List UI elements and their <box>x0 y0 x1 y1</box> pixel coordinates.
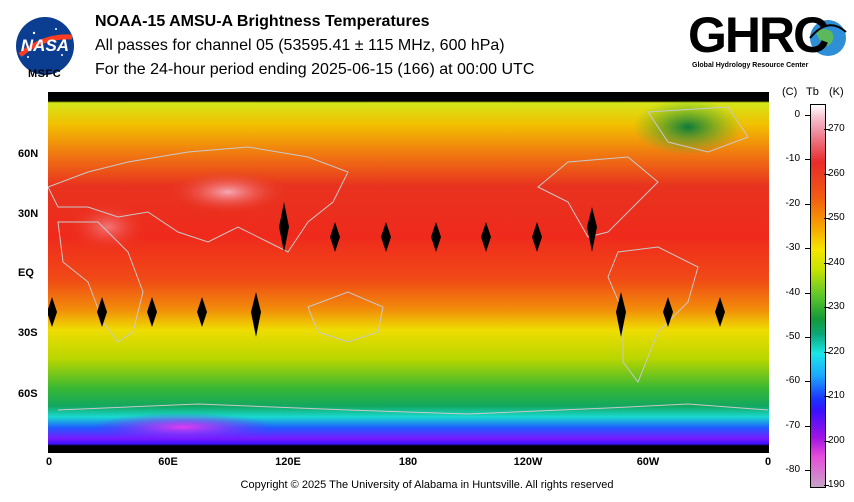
colorbar-kelvin-tick-label: 240 <box>828 256 845 268</box>
colorbar-kelvin-tick-mark <box>824 129 829 130</box>
colorbar-kelvin-tick-mark <box>824 307 829 308</box>
colorbar-kelvin-tick-mark <box>824 440 829 442</box>
lat-label-60s: 60S <box>18 388 38 400</box>
colorbar-celsius-tick-label: -30 <box>785 242 800 254</box>
lon-label-120w: 120W <box>513 456 543 468</box>
colorbar-celsius-tick-mark <box>805 336 810 338</box>
colorbar-celsius-tick-mark <box>805 159 810 161</box>
copyright-footer: Copyright © 2025 The University of Alaba… <box>240 479 614 491</box>
swath-gaps <box>48 202 725 337</box>
brightness-temperature-map <box>48 92 769 453</box>
ghrc-wordmark: GHRC <box>688 7 829 63</box>
ghrc-tagline: Global Hydrology Resource Center <box>692 62 809 69</box>
colorbar-kelvin-tick-label: 210 <box>828 390 845 401</box>
colorbar-kelvin-tick-label: 260 <box>828 167 845 179</box>
colorbar-kelvin-tick-label: 250 <box>828 212 845 223</box>
colorbar-kelvin-tick-mark <box>824 262 829 264</box>
lat-label-60n: 60N <box>18 148 39 160</box>
colorbar-celsius-tick-label: -10 <box>785 153 800 165</box>
colorbar-header-celsius: (C) <box>782 86 798 98</box>
lat-label-30s: 30S <box>18 327 38 339</box>
colorbar-celsius-tick-label: -60 <box>785 375 800 387</box>
lon-label-180: 180 <box>398 456 418 468</box>
page-title: NOAA-15 AMSU-A Brightness Temperatures <box>95 13 430 30</box>
lon-label-120e: 120E <box>275 456 301 468</box>
colorbar-celsius-tick-mark <box>805 248 810 250</box>
colorbar-celsius-tick-mark <box>805 381 810 383</box>
colorbar-kelvin-tick-label: 220 <box>828 345 845 357</box>
colorbar <box>810 104 826 488</box>
coastline-outlines <box>48 106 769 415</box>
colorbar-kelvin-tick-label: 190 <box>828 479 845 490</box>
colorbar-celsius-tick-label: -70 <box>785 419 800 431</box>
lon-label-0-east: 0 <box>764 456 772 468</box>
nasa-meatball-icon: NASA <box>16 17 74 75</box>
lat-label-30n: 30N <box>18 208 39 220</box>
svg-text:NASA: NASA <box>21 36 69 55</box>
lon-label-60w: 60W <box>636 456 660 468</box>
colorbar-kelvin-tick-mark <box>824 173 829 175</box>
ghrc-globe-icon <box>809 20 847 56</box>
colorbar-kelvin-tick-label: 270 <box>828 123 845 134</box>
colorbar-header-tb: Tb <box>806 86 819 98</box>
colorbar-kelvin-tick-mark <box>824 218 829 219</box>
colorbar-kelvin-tick-mark <box>824 485 829 486</box>
colorbar-celsius-tick-mark <box>805 203 810 205</box>
colorbar-celsius-tick-mark <box>805 470 810 471</box>
colorbar-celsius-tick-label: -80 <box>785 464 800 475</box>
channel-subtitle: All passes for channel 05 (53595.41 ± 11… <box>95 37 505 54</box>
colorbar-kelvin-tick-mark <box>824 396 829 397</box>
lat-label-eq: EQ <box>18 267 34 279</box>
map-canvas <box>48 92 769 453</box>
colorbar-celsius-tick-label: -20 <box>785 197 800 209</box>
colorbar-celsius-tick-label: -40 <box>785 286 800 298</box>
colorbar-celsius-tick-mark <box>805 292 810 294</box>
colorbar-celsius-tick-mark <box>805 115 810 116</box>
colorbar-kelvin-tick-label: 230 <box>828 301 845 312</box>
colorbar-kelvin-tick-label: 200 <box>828 434 845 446</box>
nasa-msfc-label: MSFC <box>28 68 62 80</box>
colorbar-kelvin-tick-mark <box>824 351 829 353</box>
period-subtitle: For the 24-hour period ending 2025-06-15… <box>95 61 535 78</box>
lon-label-60e: 60E <box>158 456 178 468</box>
title-block: NOAA-15 AMSU-A Brightness Temperatures A… <box>95 10 534 82</box>
colorbar-celsius-tick-label: -50 <box>785 330 800 342</box>
colorbar-header-kelvin: (K) <box>829 86 844 98</box>
colorbar-celsius-tick-label: 0 <box>794 109 800 120</box>
colorbar-celsius-tick-mark <box>805 425 810 427</box>
lon-label-0-west: 0 <box>45 456 53 468</box>
